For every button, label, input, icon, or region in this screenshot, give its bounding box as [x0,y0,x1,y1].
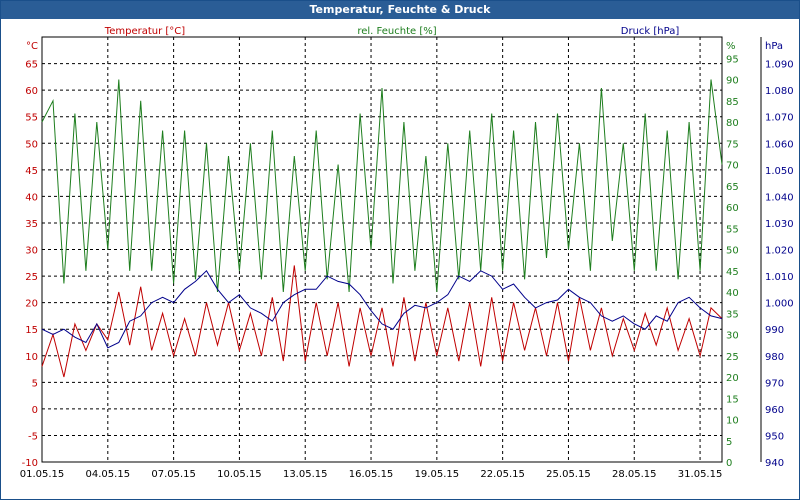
temperature-tick-label: 30 [25,246,38,257]
pressure-tick-label: 970 [765,378,784,389]
window-title: Temperatur, Feuchte & Druck [1,1,799,19]
humidity-tick-label: 80 [726,118,739,129]
humidity-tick-label: 10 [726,416,739,427]
humidity-tick-label: 30 [726,331,739,342]
humidity-tick-label: 60 [726,203,739,214]
pressure-series-line [41,270,723,349]
x-tick-label: 13.05.15 [283,469,328,480]
pressure-tick-label: 940 [765,458,784,469]
pressure-tick-label: 980 [765,352,784,363]
humidity-tick-label: 55 [726,224,739,235]
temperature-unit-label: °C [26,41,38,52]
humidity-tick-label: 35 [726,309,739,320]
pressure-tick-label: 1.030 [765,219,794,230]
humidity-legend-label: rel. Feuchte [%] [357,26,436,37]
temperature-legend-label: Temperatur [°C] [104,26,185,37]
temperature-tick-label: 35 [25,219,38,230]
x-tick-label: 31.05.15 [678,469,723,480]
humidity-tick-label: 95 [726,54,739,65]
humidity-tick-label: 90 [726,76,739,87]
temperature-tick-label: 0 [32,405,38,416]
pressure-tick-label: 1.060 [765,139,794,150]
pressure-tick-label: 1.090 [765,60,794,71]
pressure-tick-label: 1.050 [765,166,794,177]
pressure-tick-label: 1.010 [765,272,794,283]
x-tick-label: 22.05.15 [480,469,525,480]
pressure-legend-label: Druck [hPa] [621,26,680,37]
temperature-tick-label: 15 [25,325,38,336]
x-tick-label: 01.05.15 [20,469,65,480]
humidity-tick-label: 50 [726,246,739,257]
temperature-tick-label: -5 [28,431,38,442]
humidity-tick-label: 70 [726,161,739,172]
pressure-tick-label: 950 [765,431,784,442]
pressure-tick-label: 960 [765,405,784,416]
humidity-series-line [41,79,723,293]
temperature-tick-label: 40 [25,192,38,203]
x-tick-label: 19.05.15 [415,469,460,480]
x-tick-label: 07.05.15 [151,469,196,480]
x-tick-label: 04.05.15 [86,469,131,480]
temperature-tick-label: 25 [25,272,38,283]
humidity-tick-label: 40 [726,288,739,299]
temperature-tick-label: 10 [25,352,38,363]
humidity-tick-label: 75 [726,139,739,150]
humidity-tick-label: 25 [726,352,739,363]
x-tick-label: 16.05.15 [349,469,394,480]
humidity-tick-label: 45 [726,267,739,278]
humidity-tick-label: 85 [726,97,739,108]
humidity-tick-label: 5 [726,437,732,448]
temperature-tick-label: 60 [25,86,38,97]
pressure-tick-label: 1.080 [765,86,794,97]
humidity-unit-label: % [726,41,736,52]
pressure-tick-label: 990 [765,325,784,336]
pressure-tick-label: 1.040 [765,192,794,203]
pressure-unit-label: hPa [765,41,783,52]
pressure-tick-label: 1.020 [765,246,794,257]
humidity-tick-label: 15 [726,394,739,405]
temperature-tick-label: -10 [22,458,38,469]
humidity-tick-label: 0 [726,458,732,469]
humidity-tick-label: 65 [726,182,739,193]
x-tick-label: 25.05.15 [546,469,591,480]
temperature-series-line [41,265,723,378]
x-tick-label: 28.05.15 [612,469,657,480]
temperature-tick-label: 65 [25,60,38,71]
pressure-tick-label: 1.000 [765,299,794,310]
temperature-tick-label: 20 [25,299,38,310]
x-tick-label: 10.05.15 [217,469,262,480]
humidity-tick-label: 20 [726,373,739,384]
temperature-tick-label: 50 [25,139,38,150]
pressure-tick-label: 1.070 [765,113,794,124]
temperature-tick-label: 5 [32,378,38,389]
temperature-tick-label: 45 [25,166,38,177]
temperature-tick-label: 55 [25,113,38,124]
